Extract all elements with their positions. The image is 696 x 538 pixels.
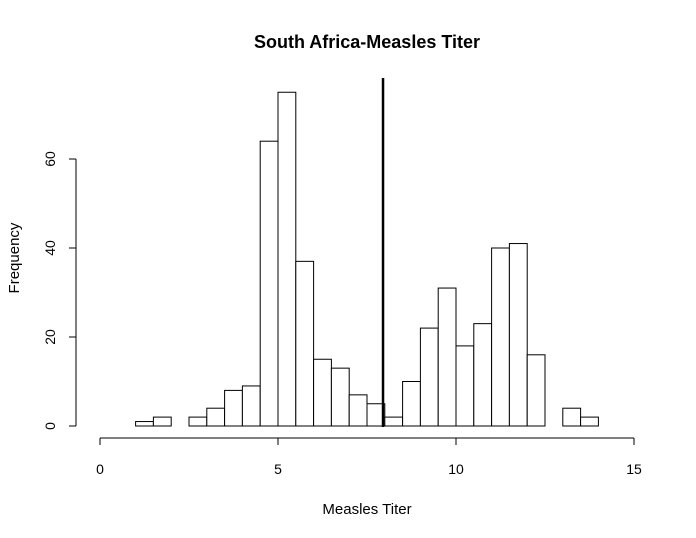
x-axis-label: Measles Titer xyxy=(322,501,411,518)
histogram-bar-12 xyxy=(348,394,368,427)
histogram-bar-13 xyxy=(366,403,386,427)
y-axis-label: Frequency xyxy=(6,222,23,293)
histogram-bar-11 xyxy=(330,367,350,427)
histogram-bar-5 xyxy=(224,389,243,427)
histogram-bar-9 xyxy=(295,260,315,427)
histogram-bar-10 xyxy=(313,358,332,427)
histogram-bar-18 xyxy=(455,345,475,427)
histogram-bar-25 xyxy=(580,416,599,427)
histogram-bar-1 xyxy=(152,416,172,427)
x-tick-label-2: 10 xyxy=(448,461,464,477)
histogram-bar-0 xyxy=(135,421,154,427)
x-tick-label-1: 5 xyxy=(274,461,282,477)
y-tick-label-0: 0 xyxy=(42,422,58,430)
histogram-bar-6 xyxy=(241,385,261,427)
histogram-bar-22 xyxy=(526,354,546,427)
chart-title: South Africa-Measles Titer xyxy=(254,32,480,52)
histogram-bar-16 xyxy=(419,327,439,427)
histogram-bar-21 xyxy=(508,243,528,427)
histogram-bar-4 xyxy=(206,407,226,427)
histogram-bar-17 xyxy=(437,287,457,427)
x-tick-label-3: 15 xyxy=(626,461,642,477)
histogram-bar-7 xyxy=(259,140,279,427)
histogram-bar-14 xyxy=(384,416,404,427)
y-tick-label-1: 20 xyxy=(42,329,58,345)
histogram-bar-20 xyxy=(491,247,510,427)
histogram-bar-24 xyxy=(562,407,582,427)
y-axis: 0 20 40 60 xyxy=(42,151,77,430)
bars-group xyxy=(135,91,599,427)
x-tick-label-0: 0 xyxy=(96,461,104,477)
histogram-bar-3 xyxy=(188,416,208,427)
histogram-bar-19 xyxy=(473,323,493,427)
histogram-bar-15 xyxy=(402,381,421,427)
y-tick-label-2: 40 xyxy=(42,240,58,256)
x-axis: 0 5 10 15 xyxy=(96,437,642,477)
y-tick-label-3: 60 xyxy=(42,151,58,167)
histogram-bar-8 xyxy=(277,91,297,427)
